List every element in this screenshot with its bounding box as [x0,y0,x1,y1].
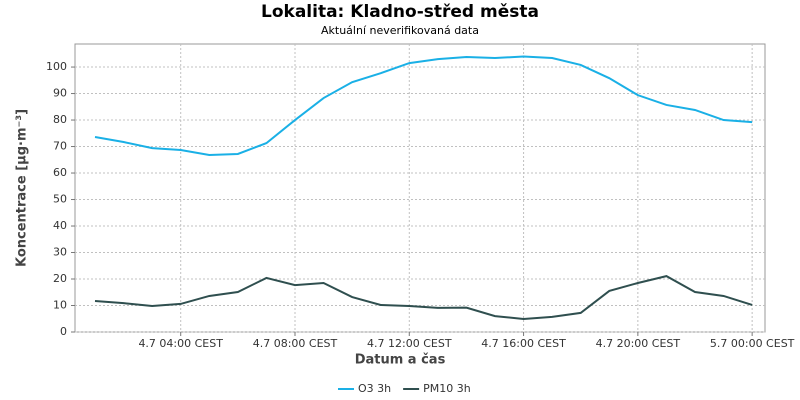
plot-area [74,43,766,333]
x-tick-label: 4.7 08:00 CEST [253,337,338,350]
y-tick-label: 80 [53,113,67,126]
y-tick-label: 70 [53,140,67,153]
x-tick-label: 4.7 04:00 CEST [138,337,223,350]
y-tick-label: 50 [53,193,67,206]
legend-label: PM10 3h [423,382,471,395]
chart-subtitle: Aktuální neverifikovaná data [321,24,479,37]
x-tick-label: 4.7 12:00 CEST [367,337,452,350]
x-tick-label: 4.7 16:00 CEST [481,337,566,350]
y-tick-label: 0 [60,325,67,338]
legend-label: O3 3h [358,382,391,395]
chart-title: Lokalita: Kladno-střed města [261,2,539,22]
y-tick-label: 90 [53,87,67,100]
series-line [94,275,753,321]
y-tick-label: 20 [53,272,67,285]
series-line [94,55,753,157]
x-axis-title: Datum a čas [355,353,446,368]
y-tick-label: 10 [53,299,67,312]
y-axis-title: Koncentrace [µg·m⁻³] [15,109,30,267]
y-tick-label: 60 [53,166,67,179]
y-tick-label: 30 [53,246,67,259]
x-tick-label: 5.7 00:00 CEST [710,337,795,350]
y-tick-label: 40 [53,219,67,232]
y-tick-label: 100 [46,60,67,73]
x-tick-label: 4.7 20:00 CEST [596,337,681,350]
